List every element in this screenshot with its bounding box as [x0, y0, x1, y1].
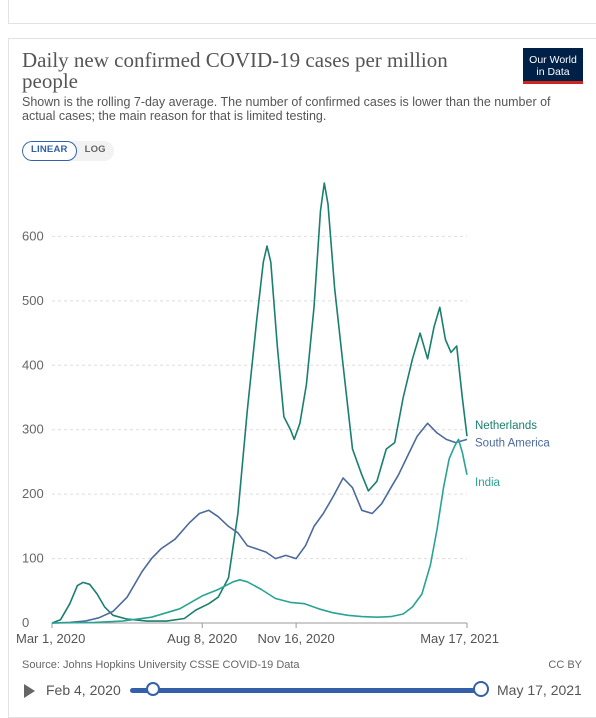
- y-tick-label: 500: [22, 293, 44, 308]
- chart-title: Daily new confirmed COVID-19 cases per m…: [22, 48, 448, 93]
- series-line-netherlands: [51, 182, 468, 624]
- timeline-track[interactable]: [130, 688, 486, 693]
- y-tick-label: 0: [22, 615, 29, 630]
- logo-line-1: Our World: [529, 54, 577, 66]
- timeline-start-handle[interactable]: [146, 682, 160, 696]
- timeline-end-handle[interactable]: [473, 681, 489, 697]
- series-label-south-america[interactable]: South America: [475, 437, 550, 449]
- series-line-india: [51, 438, 468, 624]
- source-note[interactable]: Source: Johns Hopkins University CSSE CO…: [22, 659, 300, 671]
- chart-subtitle: Shown is the rolling 7-day average. The …: [22, 95, 551, 123]
- x-tick-label: Mar 1, 2020: [16, 631, 85, 646]
- logo-line-2: in Data: [536, 66, 570, 78]
- series-label-india[interactable]: India: [475, 477, 501, 489]
- y-tick-label: 300: [22, 422, 44, 437]
- scale-toggle: LINEAR LOG: [22, 141, 114, 161]
- log-scale-button[interactable]: LOG: [84, 144, 106, 155]
- series-line-south-america: [51, 422, 468, 624]
- linear-scale-button[interactable]: LINEAR: [22, 141, 77, 161]
- y-tick-label: 100: [22, 551, 44, 566]
- x-tick-label: May 17, 2021: [420, 631, 499, 646]
- timeline-end-label: May 17, 2021: [497, 682, 582, 698]
- timeline-start-label: Feb 4, 2020: [46, 682, 121, 698]
- play-icon[interactable]: [24, 684, 35, 698]
- x-tick-label: Nov 16, 2020: [257, 631, 334, 646]
- y-tick-label: 200: [22, 486, 44, 501]
- y-tick-label: 400: [22, 357, 44, 372]
- series-label-netherlands[interactable]: Netherlands: [475, 420, 537, 432]
- license-label[interactable]: CC BY: [548, 659, 582, 671]
- timeline-slider: Feb 4, 2020 May 17, 2021: [0, 679, 596, 703]
- x-tick-label: Aug 8, 2020: [167, 631, 237, 646]
- previous-card-edge: [8, 0, 596, 24]
- y-tick-label: 600: [22, 228, 44, 243]
- owid-logo[interactable]: Our World in Data: [523, 48, 583, 84]
